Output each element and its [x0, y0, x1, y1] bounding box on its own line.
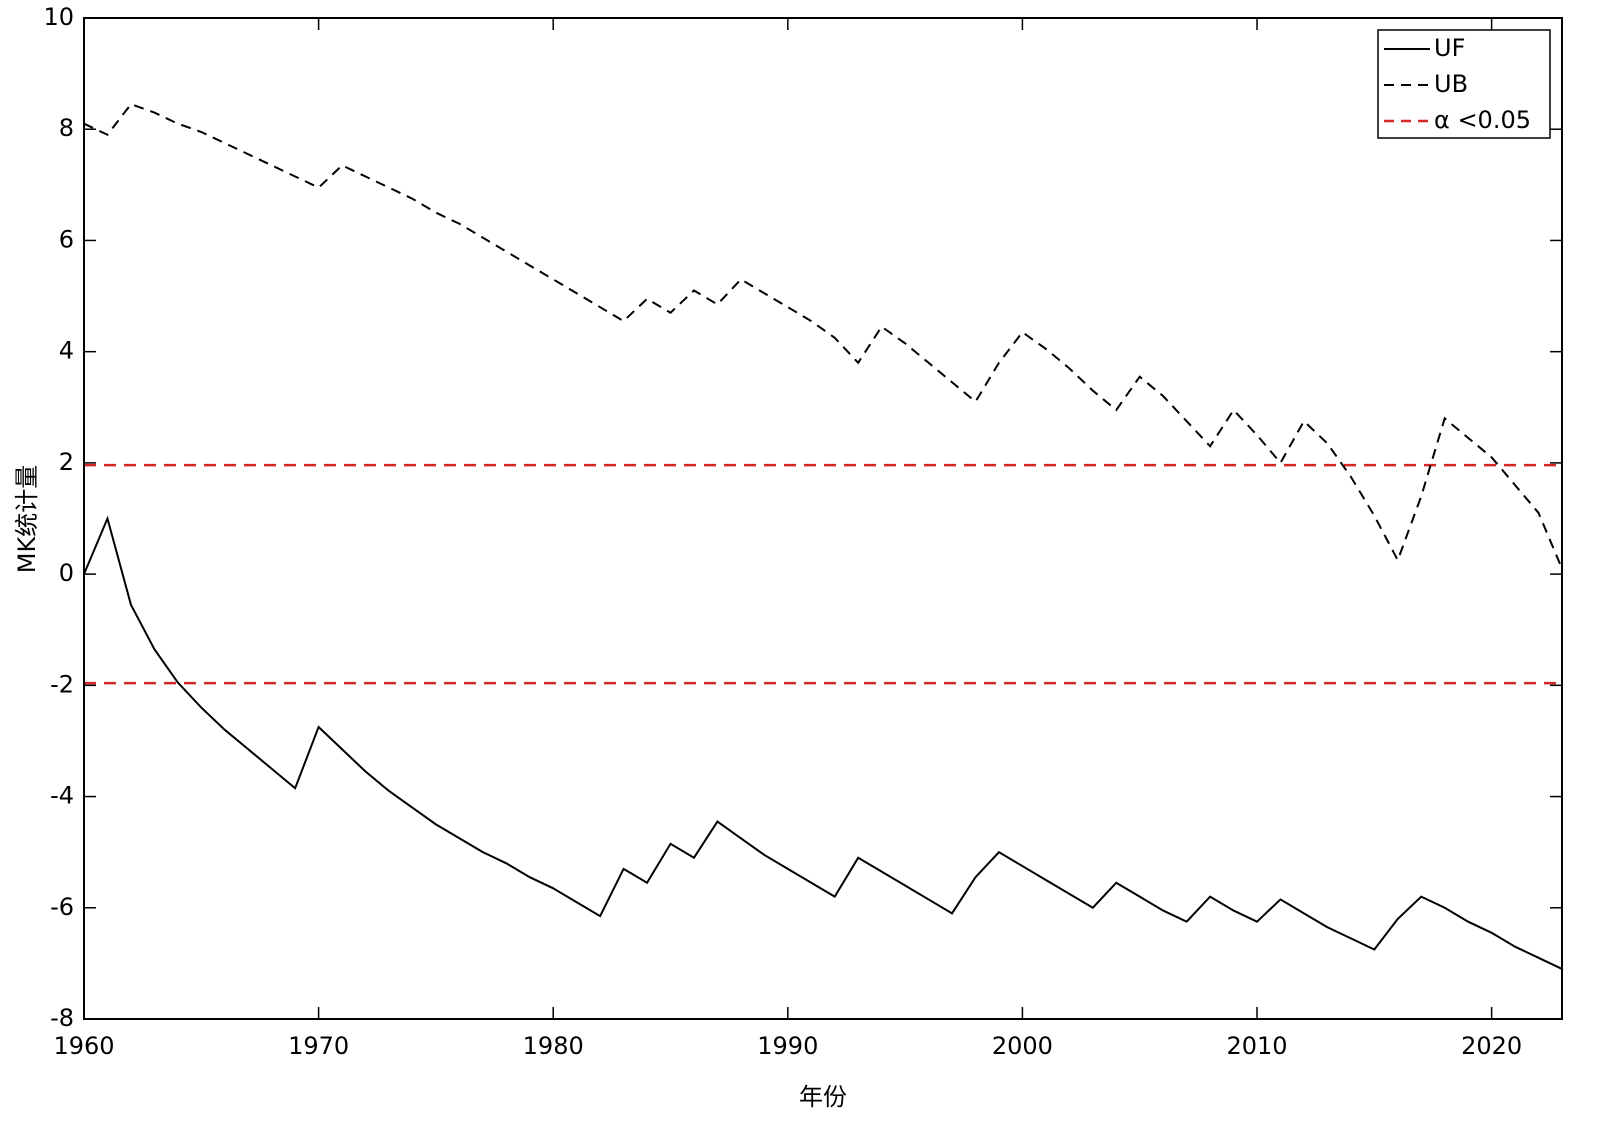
y-tick-label: 10	[43, 3, 74, 31]
x-tick-label: 1980	[523, 1032, 584, 1060]
x-tick-label: 1960	[53, 1032, 114, 1060]
x-axis-label: 年份	[799, 1083, 847, 1111]
y-axis-label: MK统计量	[13, 465, 41, 573]
y-tick-label: 6	[59, 225, 74, 253]
series-line	[83, 103, 1563, 569]
y-tick-label: 0	[59, 559, 74, 587]
y-tick-label: 4	[59, 337, 74, 365]
y-tick-label: 2	[59, 448, 74, 476]
x-tick-label: 2010	[1226, 1032, 1287, 1060]
y-tick-label: -6	[50, 893, 74, 921]
y-tick-label: -2	[50, 670, 74, 698]
legend-label: α <0.05	[1434, 106, 1531, 134]
plot-frame	[83, 17, 1563, 1020]
y-tick-label: -8	[50, 1004, 74, 1032]
x-tick-label: 1970	[288, 1032, 349, 1060]
x-tick-label: 1990	[757, 1032, 818, 1060]
y-tick-label: -4	[50, 782, 74, 810]
x-tick-label: 2000	[992, 1032, 1053, 1060]
series-line	[83, 515, 1563, 970]
legend-label: UF	[1434, 34, 1465, 62]
x-tick-label: 2020	[1461, 1032, 1522, 1060]
legend-label: UB	[1434, 70, 1468, 98]
y-tick-label: 8	[59, 114, 74, 142]
